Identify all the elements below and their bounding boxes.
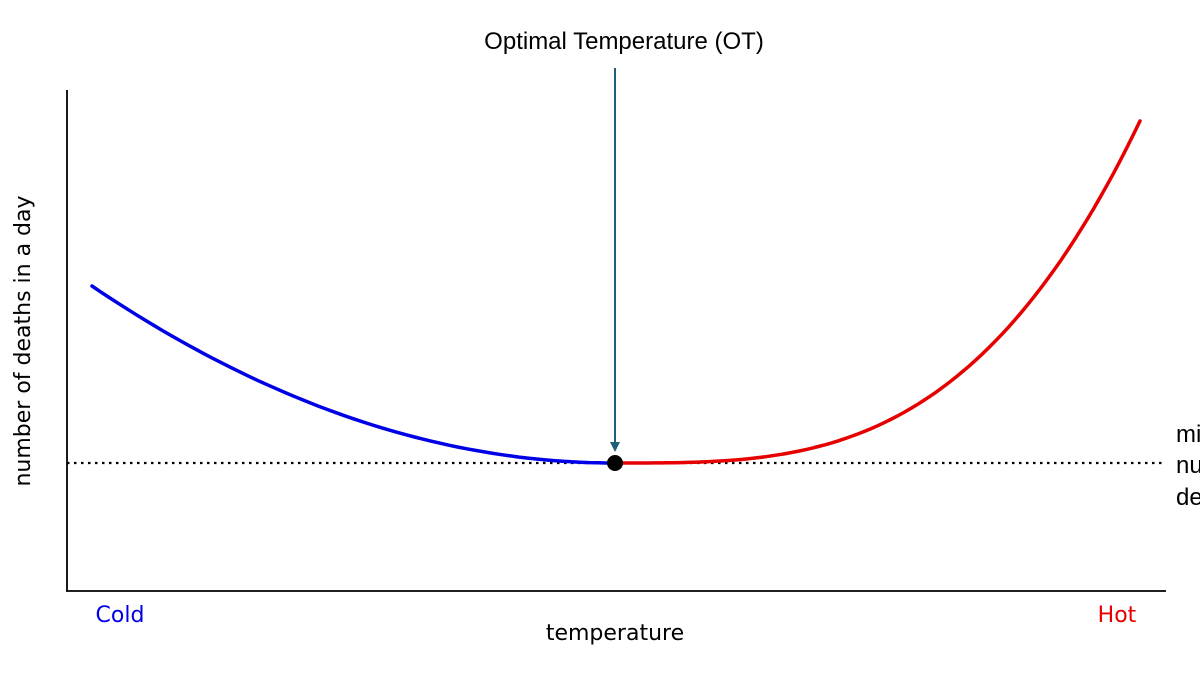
optimal-temperature-point [607,455,623,471]
hot-curve [613,119,1142,465]
diagram-title: Optimal Temperature (OT) [484,28,764,55]
x-axis-label: temperature [546,621,684,646]
cold-curve [90,284,617,465]
baseline-label-line-2: nu [1176,452,1200,479]
baseline-label-line-1: mi [1176,421,1200,448]
baseline-label-line-3: de [1176,484,1200,511]
cold-label: Cold [96,603,145,628]
hot-label: Hot [1098,603,1137,628]
y-axis-label: number of deaths in a day [11,195,36,486]
